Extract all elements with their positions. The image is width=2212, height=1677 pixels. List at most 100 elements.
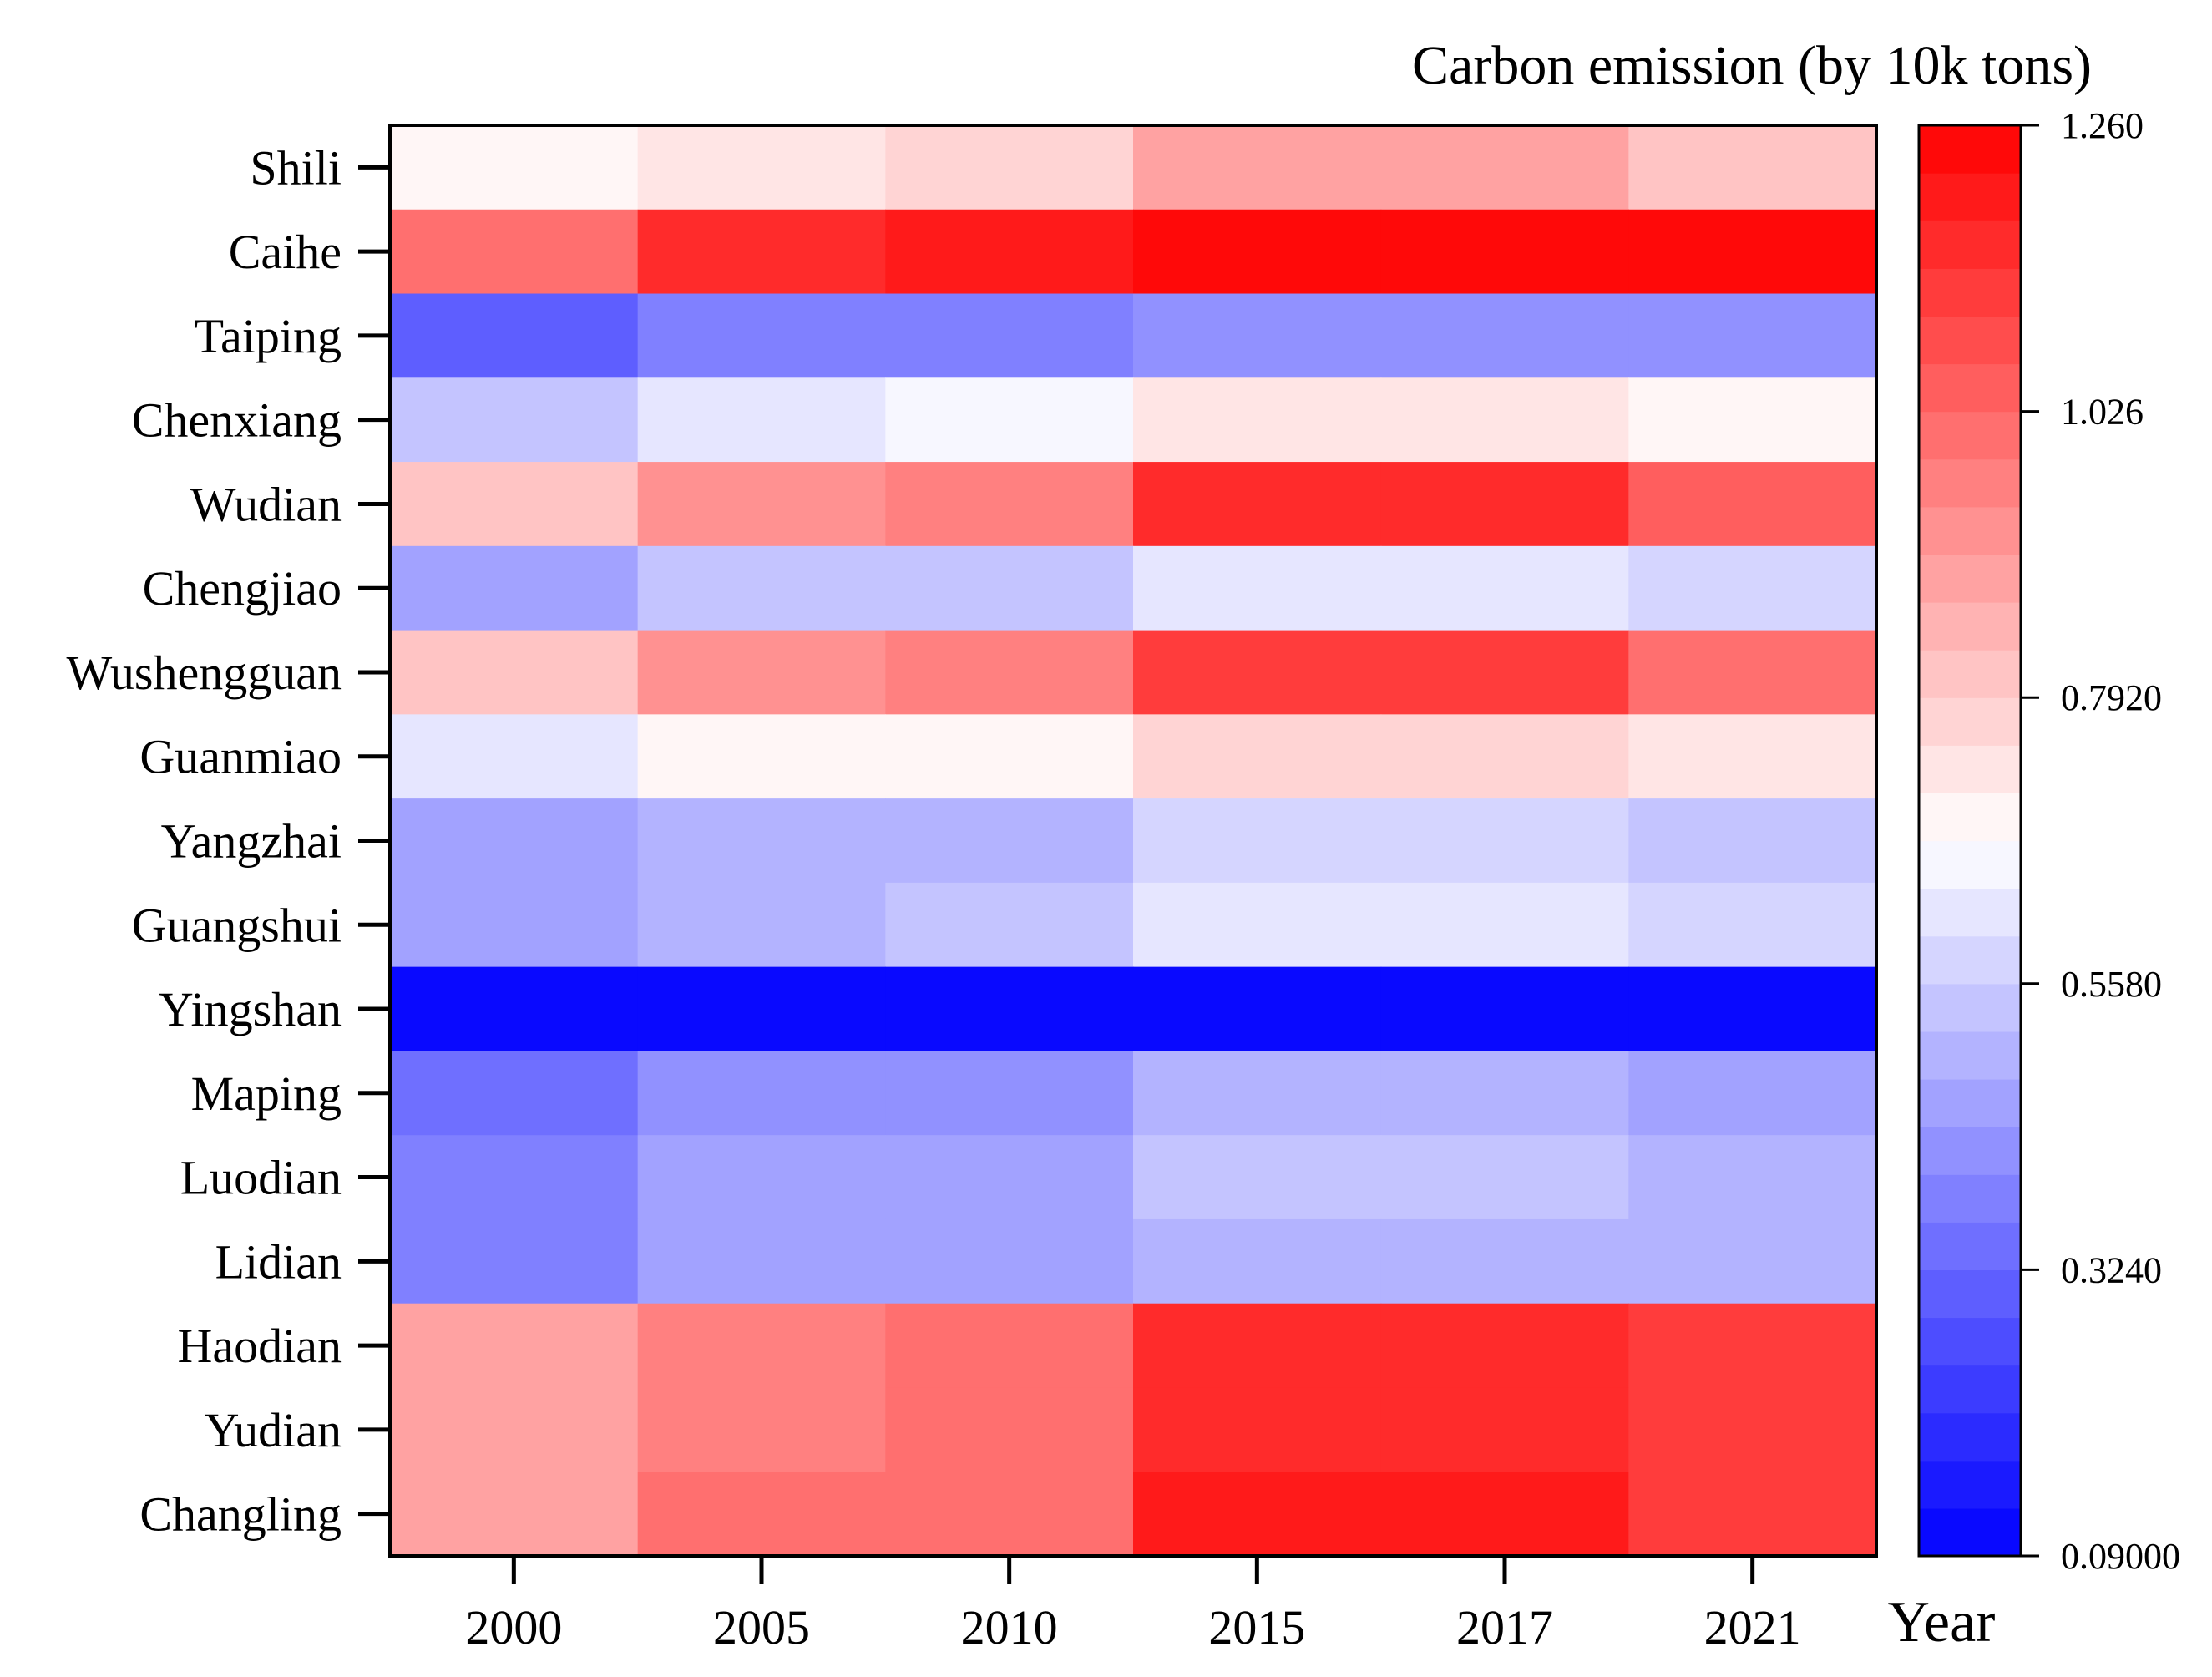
heatmap-cell: Wudian 2000: 0.83 — [390, 462, 639, 547]
colorbar-segment — [1919, 697, 2021, 746]
heatmap-cell: Wushengguan 2000: 0.83 — [390, 630, 639, 715]
heatmap-cell: Chengjiao 2000: 0.46 — [390, 545, 639, 631]
heatmap-cell: Changling 2005: 0.99 — [637, 1472, 886, 1557]
colorbar-segment — [1919, 173, 2021, 221]
heatmap-cell: Caihe 2005: 1.16 — [637, 209, 886, 295]
y-tick-label: Lidian — [215, 1234, 342, 1289]
colorbar-segment — [1919, 602, 2021, 651]
heatmap-cell: Guangshui 2000: 0.46 — [390, 882, 639, 968]
heatmap-cell: Caihe 2015: 1.26 — [1133, 209, 1382, 295]
heatmap-cell: Yingshan 2010: 0.09 — [885, 966, 1134, 1052]
colorbar-segment — [1919, 1031, 2021, 1080]
x-tick-label: 2015 — [1208, 1600, 1305, 1654]
heatmap-cell: Wudian 2015: 1.16 — [1133, 462, 1382, 547]
heatmap-cell: Luodian 2015: 0.54 — [1133, 1135, 1382, 1220]
heatmap-cell: Yangzhai 2021: 0.54 — [1628, 798, 1877, 884]
heatmap-cell: Haodian 2000: 0.87 — [390, 1303, 639, 1389]
colorbar-segment — [1919, 888, 2021, 937]
heatmap-cell: Taiping 2000: 0.31 — [390, 293, 639, 378]
heatmap-cell: Guanmiao 2015: 0.78 — [1133, 714, 1382, 799]
heatmap-cell: Yingshan 2021: 0.09 — [1628, 966, 1877, 1052]
heatmap-cell: Caihe 2017: 1.26 — [1380, 209, 1629, 295]
heatmap-cell: Lidian 2010: 0.46 — [885, 1218, 1134, 1305]
heatmap-cell: Wudian 2021: 1.06 — [1628, 462, 1877, 547]
colorbar-segment — [1919, 411, 2021, 460]
heatmap-cell: Yudian 2005: 0.96 — [637, 1387, 886, 1472]
colorbar-tick-label: 0.7920 — [2061, 677, 2162, 718]
heatmap-cell: Lidian 2005: 0.46 — [637, 1218, 886, 1305]
heatmap-cell: Chengjiao 2005: 0.54 — [637, 545, 886, 631]
heatmap-cell: Wushengguan 2021: 1.02 — [1628, 630, 1877, 715]
y-tick-label: Yudian — [205, 1403, 342, 1457]
heatmap-cell: Guangshui 2017: 0.61 — [1380, 882, 1629, 968]
y-tick-label: Changling — [139, 1487, 342, 1542]
colorbar-segment — [1919, 1222, 2021, 1270]
heatmap-cell: Changling 2010: 0.99 — [885, 1472, 1134, 1557]
colorbar-segment — [1919, 125, 2021, 174]
heatmap-cell: Shili 2005: 0.75 — [637, 125, 886, 210]
colorbar-segment — [1919, 1269, 2021, 1319]
heatmap-cell: Chengjiao 2015: 0.61 — [1133, 545, 1382, 631]
heatmap-cell: Caihe 2000: 0.99 — [390, 209, 639, 295]
heatmap-cell: Luodian 2000: 0.39 — [390, 1135, 639, 1220]
heatmap-cell: Taiping 2005: 0.39 — [637, 293, 886, 378]
heatmap-cell: Guangshui 2005: 0.51 — [637, 882, 886, 968]
heatmap-cell: Changling 2021: 1.11 — [1628, 1472, 1877, 1557]
colorbar-segment — [1919, 983, 2021, 1032]
heatmap-cell: Wushengguan 2015: 1.11 — [1133, 630, 1382, 715]
y-tick-label: Caihe — [229, 225, 342, 279]
colorbar-segment — [1919, 363, 2021, 413]
y-tick-label: Guanmiao — [139, 730, 342, 784]
colorbar-segment — [1919, 650, 2021, 698]
heatmap-cell: Chenxiang 2021: 0.68 — [1628, 377, 1877, 463]
heatmap-cell: Maping 2021: 0.46 — [1628, 1051, 1877, 1136]
y-tick-label: Chenxiang — [132, 393, 342, 448]
heatmap-cell: Wudian 2010: 0.95 — [885, 462, 1134, 547]
colorbar-segment — [1919, 220, 2021, 269]
colorbar-segment — [1919, 506, 2021, 555]
colorbar-segment — [1919, 793, 2021, 842]
heatmap-cell: Chenxiang 2000: 0.55 — [390, 377, 639, 463]
heatmap-cell: Wushengguan 2005: 0.91 — [637, 630, 886, 715]
colorbar-segment — [1919, 745, 2021, 793]
heatmap-cell: Shili 2017: 0.87 — [1380, 125, 1629, 210]
colorbar-tick-label: 0.3240 — [2061, 1249, 2162, 1290]
heatmap-cell: Yangzhai 2017: 0.58 — [1380, 798, 1629, 884]
heatmap-cell: Lidian 2017: 0.51 — [1380, 1218, 1629, 1305]
colorbar-segment — [1919, 316, 2021, 365]
heatmap-cell: Taiping 2021: 0.43 — [1628, 293, 1877, 378]
y-tick-label: Haodian — [178, 1319, 342, 1373]
colorbar-segment — [1919, 554, 2021, 603]
y-tick-label: Taiping — [195, 309, 342, 363]
heatmap-cell: Haodian 2005: 0.96 — [637, 1303, 886, 1389]
heatmap-cell: Luodian 2021: 0.48 — [1628, 1135, 1877, 1220]
colorbar-segment — [1919, 1460, 2021, 1509]
heatmap-cell: Yudian 2021: 1.11 — [1628, 1387, 1877, 1472]
heatmap-cell: Maping 2017: 0.48 — [1380, 1051, 1629, 1136]
heatmap-cell: Taiping 2017: 0.43 — [1380, 293, 1629, 378]
colorbar-tick-label: 1.026 — [2061, 392, 2144, 433]
x-tick-label: 2005 — [713, 1600, 810, 1654]
heatmap-cell: Wushengguan 2010: 0.95 — [885, 630, 1134, 715]
x-tick-label: 2021 — [1704, 1600, 1801, 1654]
colorbar: 1.260 1.026 0.7920 0.5580 0.3240 0.09000 — [1917, 105, 2180, 1577]
heatmap-cell: Maping 2015: 0.48 — [1133, 1051, 1382, 1136]
y-tick-label: Maping — [191, 1066, 342, 1121]
heatmap-cell: Changling 2017: 1.19 — [1380, 1472, 1629, 1557]
heatmap-cell: Chengjiao 2010: 0.54 — [885, 545, 1134, 631]
colorbar-segment — [1919, 1079, 2021, 1127]
x-tick-label: 2000 — [465, 1600, 562, 1654]
heatmap-cell: Wudian 2005: 0.91 — [637, 462, 886, 547]
y-tick-label: Wudian — [190, 477, 342, 531]
heatmap-cell: Yangzhai 2015: 0.58 — [1133, 798, 1382, 884]
heatmap-cell: Maping 2010: 0.41 — [885, 1051, 1134, 1136]
heatmap-cell: Yangzhai 2000: 0.46 — [390, 798, 639, 884]
y-tick-label: Shili — [250, 140, 342, 195]
x-tick-label: 2010 — [961, 1600, 1058, 1654]
heatmap-cell: Changling 2000: 0.87 — [390, 1472, 639, 1557]
heatmap-cell: Yangzhai 2005: 0.51 — [637, 798, 886, 884]
heatmap-cell: Guanmiao 2021: 0.73 — [1628, 714, 1877, 799]
colorbar-frame — [1917, 124, 2022, 1558]
heatmap-cell: Taiping 2010: 0.39 — [885, 293, 1134, 378]
